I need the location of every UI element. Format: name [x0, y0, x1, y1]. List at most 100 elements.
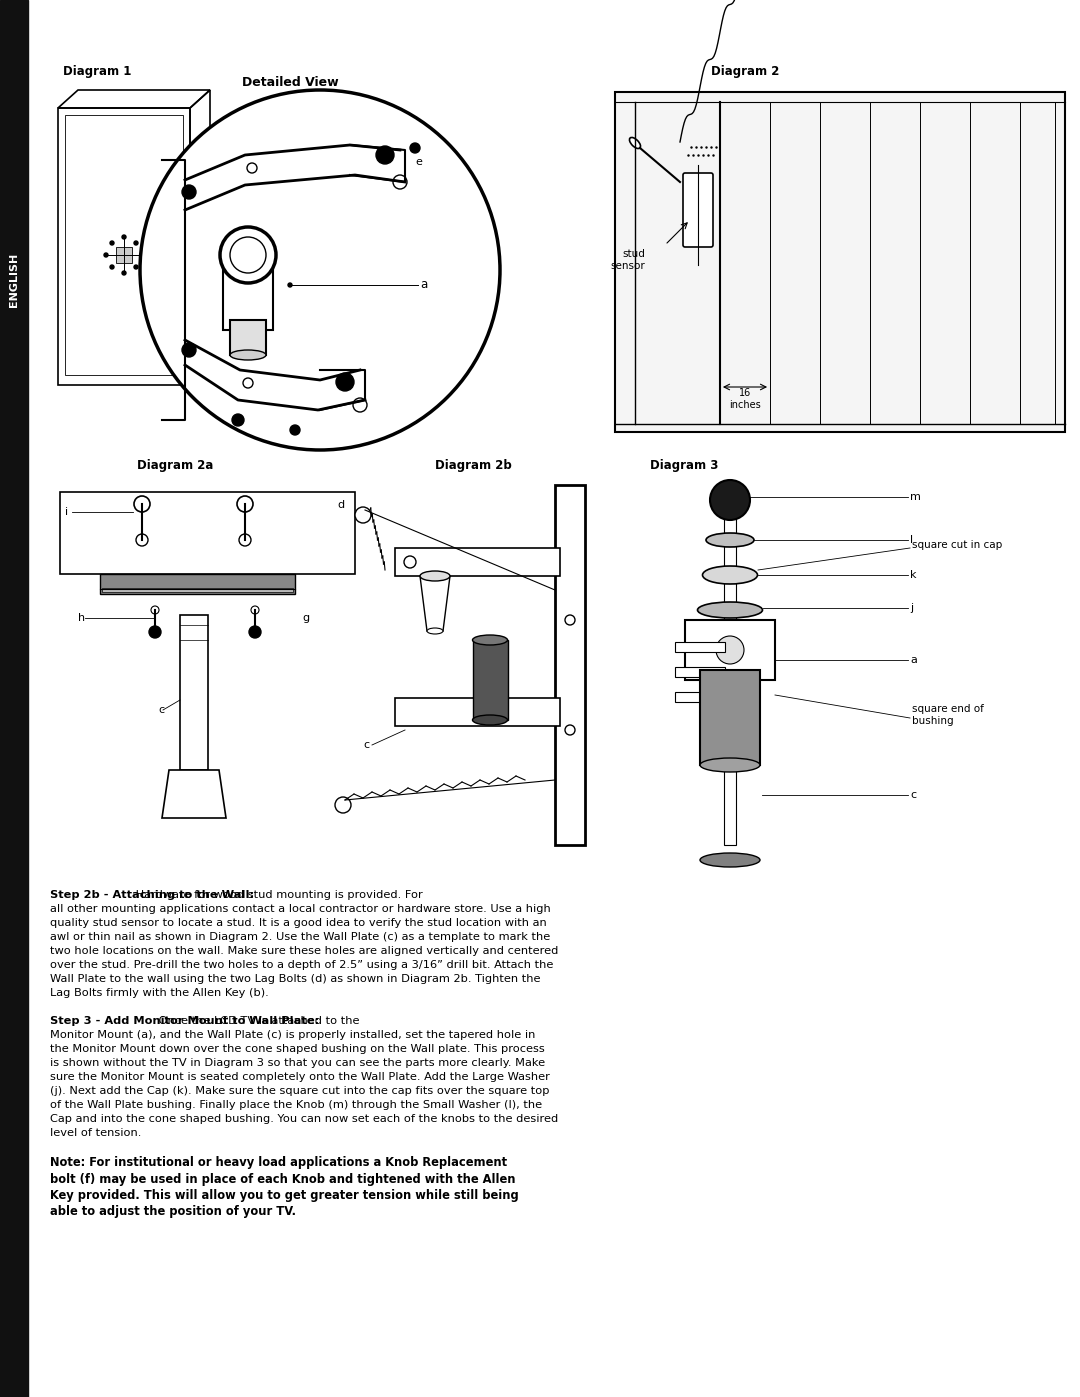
Text: Diagram 1: Diagram 1 [63, 66, 132, 78]
Bar [102, 588, 293, 592]
Text: e: e [415, 156, 422, 168]
Bar [675, 692, 725, 703]
Text: square end of
bushing: square end of bushing [912, 704, 984, 726]
Text: is shown without the TV in Diagram 3 so that you can see the parts more clearly.: is shown without the TV in Diagram 3 so … [50, 1058, 545, 1067]
Text: Diagram 3: Diagram 3 [650, 458, 718, 472]
Text: g: g [302, 613, 309, 623]
Bar [724, 485, 735, 845]
Text: Hardware for wood stud mounting is provided. For: Hardware for wood stud mounting is provi… [132, 890, 422, 900]
Text: Once the LCD TV is attached to the: Once the LCD TV is attached to the [154, 1016, 360, 1025]
Text: bolt (f) may be used in place of each Knob and tightened with the Allen: bolt (f) may be used in place of each Kn… [50, 1172, 515, 1186]
Circle shape [110, 242, 114, 244]
Bar [675, 666, 725, 678]
Text: d: d [338, 500, 345, 510]
Circle shape [251, 606, 259, 615]
Circle shape [376, 147, 394, 163]
Text: 16
inches: 16 inches [729, 388, 761, 409]
Circle shape [336, 373, 354, 391]
Text: two hole locations on the wall. Make sure these holes are aligned vertically and: two hole locations on the wall. Make sur… [50, 946, 558, 956]
Ellipse shape [473, 715, 508, 725]
Ellipse shape [700, 759, 760, 773]
Text: i: i [65, 507, 68, 517]
Ellipse shape [706, 534, 754, 548]
Bar [675, 643, 725, 652]
Text: the Monitor Mount down over the cone shaped bushing on the Wall plate. This proc: the Monitor Mount down over the cone sha… [50, 1044, 544, 1053]
Text: Diagram 2: Diagram 2 [711, 66, 779, 78]
Bar [685, 620, 775, 680]
Text: Key provided. This will allow you to get greater tension while still being: Key provided. This will allow you to get… [50, 1189, 518, 1201]
Ellipse shape [700, 854, 760, 868]
Circle shape [183, 344, 195, 358]
Text: h: h [78, 613, 85, 623]
Text: j: j [910, 604, 913, 613]
Circle shape [288, 284, 292, 286]
Text: Step 3 - Add Monitor Mount to Wall Plate:: Step 3 - Add Monitor Mount to Wall Plate… [50, 1016, 319, 1025]
Text: stud
sensor: stud sensor [610, 249, 645, 271]
Bar [222, 270, 273, 330]
Text: k: k [910, 570, 917, 580]
Text: a: a [910, 655, 917, 665]
Ellipse shape [473, 636, 508, 645]
Text: a: a [420, 278, 428, 292]
Circle shape [134, 496, 150, 511]
Bar [180, 615, 208, 770]
Text: able to adjust the position of your TV.: able to adjust the position of your TV. [50, 1206, 296, 1218]
Bar [395, 548, 561, 576]
Circle shape [149, 626, 161, 638]
Text: over the stud. Pre-drill the two holes to a depth of 2.5” using a 3/16” drill bi: over the stud. Pre-drill the two holes t… [50, 960, 553, 970]
Text: m: m [910, 492, 921, 502]
Bar [555, 485, 585, 845]
Ellipse shape [698, 602, 762, 617]
Text: Cap and into the cone shaped bushing. You can now set each of the knobs to the d: Cap and into the cone shaped bushing. Yo… [50, 1113, 558, 1125]
Text: Note: For institutional or heavy load applications a Knob Replacement: Note: For institutional or heavy load ap… [50, 1155, 508, 1169]
Text: Monitor Mount (a), and the Wall Plate (c) is properly installed, set the tapered: Monitor Mount (a), and the Wall Plate (c… [50, 1030, 536, 1039]
Circle shape [410, 142, 420, 154]
Ellipse shape [702, 566, 757, 584]
Polygon shape [420, 576, 450, 631]
Circle shape [335, 798, 351, 813]
Bar [116, 247, 132, 263]
Text: awl or thin nail as shown in Diagram 2. Use the Wall Plate (c) as a template to : awl or thin nail as shown in Diagram 2. … [50, 932, 550, 942]
Bar [100, 574, 295, 594]
Circle shape [134, 265, 138, 270]
Circle shape [136, 534, 148, 546]
Circle shape [237, 496, 253, 511]
Circle shape [183, 184, 195, 198]
Circle shape [710, 481, 750, 520]
Circle shape [151, 606, 159, 615]
Bar [473, 640, 508, 719]
Bar [65, 115, 183, 374]
Text: c: c [364, 740, 370, 750]
Text: l: l [910, 535, 913, 545]
Circle shape [239, 534, 251, 546]
Text: Step 2b - Attaching to the Wall:: Step 2b - Attaching to the Wall: [50, 890, 254, 900]
Circle shape [355, 507, 372, 522]
Circle shape [134, 242, 138, 244]
Text: Detailed View: Detailed View [242, 77, 338, 89]
Circle shape [122, 271, 126, 275]
Circle shape [291, 425, 300, 434]
Circle shape [140, 253, 144, 257]
Circle shape [716, 636, 744, 664]
Text: quality stud sensor to locate a stud. It is a good idea to verify the stud locat: quality stud sensor to locate a stud. It… [50, 918, 546, 928]
Bar [60, 492, 355, 574]
Circle shape [220, 226, 276, 284]
Ellipse shape [420, 571, 450, 581]
Ellipse shape [427, 629, 443, 634]
Text: level of tension.: level of tension. [50, 1127, 141, 1139]
Circle shape [122, 235, 126, 239]
Text: sure the Monitor Mount is seated completely onto the Wall Plate. Add the Large W: sure the Monitor Mount is seated complet… [50, 1071, 550, 1083]
FancyBboxPatch shape [683, 173, 713, 247]
Circle shape [249, 626, 261, 638]
Bar [700, 671, 760, 766]
Bar [0, 0, 28, 1397]
Ellipse shape [630, 137, 640, 148]
Text: of the Wall Plate bushing. Finally place the Knob (m) through the Small Washer (: of the Wall Plate bushing. Finally place… [50, 1099, 542, 1111]
Text: (j). Next add the Cap (k). Make sure the square cut into the cap fits over the s: (j). Next add the Cap (k). Make sure the… [50, 1085, 550, 1097]
Text: Diagram 2a: Diagram 2a [137, 458, 213, 472]
Text: all other mounting applications contact a local contractor or hardware store. Us: all other mounting applications contact … [50, 904, 551, 914]
Circle shape [110, 265, 114, 270]
Circle shape [140, 89, 500, 450]
Text: c: c [910, 789, 916, 800]
Text: Lag Bolts firmly with the Allen Key (b).: Lag Bolts firmly with the Allen Key (b). [50, 988, 269, 997]
